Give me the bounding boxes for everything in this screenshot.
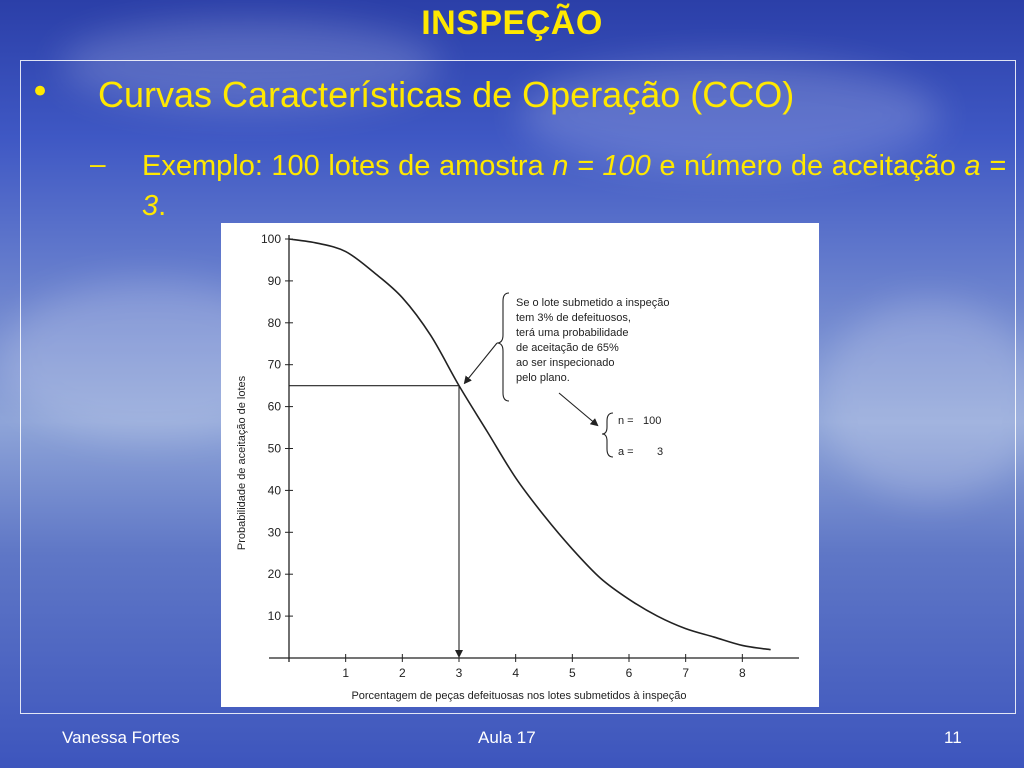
y-axis-label: Probabilidade de aceitação de lotes xyxy=(236,375,248,550)
y-tick-label: 80 xyxy=(268,316,282,330)
y-tick-label: 50 xyxy=(268,442,282,456)
background-cloud xyxy=(60,20,440,110)
sub-text-end: . xyxy=(158,190,167,222)
param-a-value: 3 xyxy=(657,446,663,458)
sub-bullet-text: Exemplo: 100 lotes de amostra n = 100 e … xyxy=(142,146,1006,226)
y-tick-label: 20 xyxy=(268,567,282,581)
y-tick-label: 100 xyxy=(261,232,281,246)
sub-text-a: a = 3 xyxy=(142,150,1006,222)
slide-frame xyxy=(20,60,1016,714)
sub-text-part1: Exemplo: 100 lotes de amostra xyxy=(142,150,553,182)
y-tick-label: 60 xyxy=(268,400,282,414)
annotation-line: terá uma probabilidade xyxy=(516,327,629,339)
sub-bullet-dash: – xyxy=(90,148,106,179)
footer-author: Vanessa Fortes xyxy=(62,728,180,747)
parameters-block: n = 100 a = 3 xyxy=(618,415,663,458)
slide-title: INSPEÇÃO xyxy=(421,4,603,42)
x-tick-label: 3 xyxy=(456,666,463,680)
param-a-label: a = xyxy=(618,446,634,458)
sub-text-n: n = 100 xyxy=(552,150,651,182)
oc-curve xyxy=(288,238,771,651)
x-tick-label: 4 xyxy=(512,666,519,680)
param-n-label: n = xyxy=(618,415,634,427)
x-tick-label: 7 xyxy=(682,666,689,680)
footer-lecture: Aula 17 xyxy=(478,728,536,747)
annotation-line: ao ser inspecionado xyxy=(516,357,614,369)
oc-chart-svg: 10 20 30 40 50 60 70 80 90 100 1 2 3 4 5 6 7 8 Probabilid… xyxy=(236,232,799,702)
annotation-text: Se o lote submetido a inspeção tem 3% de… xyxy=(516,297,670,384)
annotation-line: pelo plano. xyxy=(516,372,570,384)
y-tick-label: 40 xyxy=(268,483,282,497)
annotation-arrow xyxy=(463,342,498,385)
y-tick-label: 90 xyxy=(268,274,282,288)
x-tick-label: 6 xyxy=(626,666,633,680)
oc-chart: 10 20 30 40 50 60 70 80 90 100 1 2 3 4 5 6 7 8 Probabilid… xyxy=(221,223,819,707)
x-tick-label: 5 xyxy=(569,666,576,680)
x-axis-label: Porcentagem de peças defeituosas nos lot… xyxy=(351,690,686,702)
parameters-brace xyxy=(601,412,614,458)
parameters-arrow xyxy=(558,392,599,427)
annotation-bracket xyxy=(496,292,510,402)
x-tick-label: 1 xyxy=(342,666,349,680)
bullet-text: Curvas Características de Operação (CCO) xyxy=(98,74,795,115)
y-tick-label: 70 xyxy=(268,358,282,372)
background-cloud xyxy=(820,300,1024,500)
background-cloud xyxy=(520,60,940,170)
sub-text-part2: e número de aceitação xyxy=(650,150,965,182)
bullet-dot: • xyxy=(30,72,51,112)
x-tick-label: 8 xyxy=(739,666,746,680)
x-tick-label: 2 xyxy=(399,666,406,680)
y-tick-label: 30 xyxy=(268,525,282,539)
annotation-line: de aceitação de 65% xyxy=(516,342,619,354)
annotation-line: tem 3% de defeituosos, xyxy=(516,312,631,324)
footer-page-number: 11 xyxy=(944,728,962,747)
param-n-value: 100 xyxy=(643,415,661,427)
annotation-line: Se o lote submetido a inspeção xyxy=(516,297,670,309)
y-tick-label: 10 xyxy=(268,609,282,623)
